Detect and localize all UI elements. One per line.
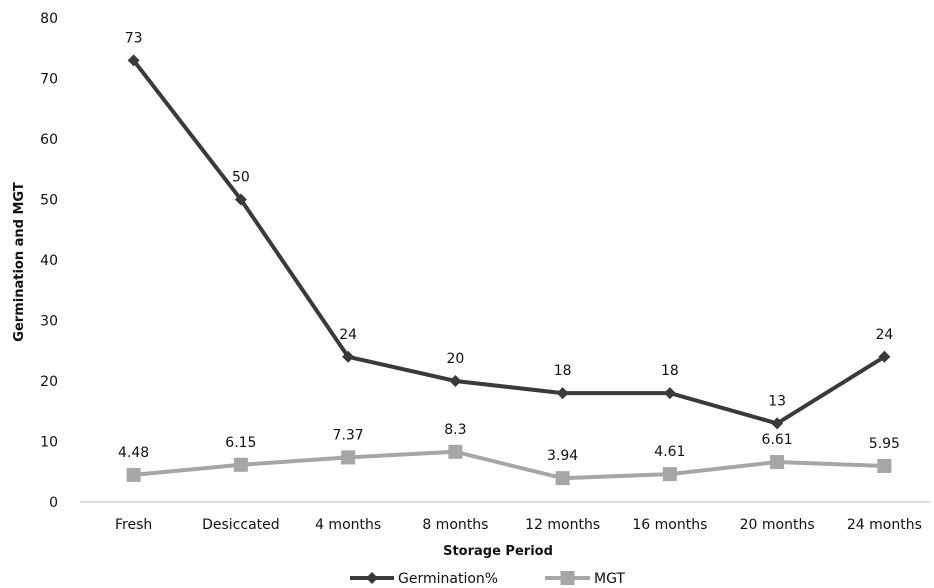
- y-tick-label: 30: [40, 314, 58, 330]
- legend-marker-1: [560, 571, 575, 585]
- y-tick-label: 40: [40, 253, 58, 269]
- data-labels: 73 50 24 20 18 18 13 24 4.48 6.15 7.37 8.3 3.94 4.61 6…: [118, 30, 900, 464]
- data-label: 5.95: [869, 436, 900, 452]
- data-label: 8.3: [444, 422, 466, 438]
- legend-label: MGT: [594, 571, 625, 587]
- data-point: [448, 444, 463, 459]
- data-label: 6.61: [762, 432, 793, 448]
- data-label: 4.48: [118, 445, 149, 461]
- y-tick-label: 10: [40, 435, 58, 451]
- y-tick-label: 20: [40, 374, 58, 390]
- data-label: 20: [446, 351, 464, 367]
- x-axis-title: Storage Period: [443, 544, 553, 559]
- data-label: 4.61: [654, 444, 685, 460]
- legend-marker-0: [366, 572, 378, 584]
- x-tick-label: 24 months: [847, 517, 922, 533]
- y-tick-label: 50: [40, 193, 58, 209]
- data-point: [342, 350, 355, 363]
- data-point: [771, 417, 784, 430]
- y-axis-title: Germination and MGT: [12, 182, 27, 342]
- data-point: [663, 387, 676, 400]
- legend: Germination% MGT: [350, 571, 625, 587]
- data-point: [341, 450, 356, 465]
- data-point: [127, 54, 140, 67]
- data-label: 50: [232, 170, 250, 186]
- y-tick-label: 70: [40, 72, 58, 88]
- data-point: [234, 193, 247, 206]
- data-label: 6.15: [225, 435, 256, 451]
- x-tick-label: Fresh: [115, 517, 152, 533]
- data-point: [555, 471, 570, 486]
- data-point: [233, 457, 248, 472]
- x-tick-label: 4 months: [315, 517, 381, 533]
- data-point: [126, 467, 141, 482]
- y-tick-label: 60: [40, 132, 58, 148]
- data-point: [770, 455, 785, 470]
- data-point: [449, 375, 462, 387]
- y-tick-label: 0: [49, 495, 58, 511]
- data-label: 24: [875, 327, 893, 343]
- data-label: 18: [661, 363, 679, 379]
- legend-label: Germination%: [398, 571, 498, 587]
- data-label: 73: [125, 30, 143, 46]
- data-point: [877, 459, 892, 474]
- x-tick-label: 20 months: [740, 517, 815, 533]
- x-tick-label: Desiccated: [202, 517, 280, 533]
- data-label: 13: [768, 393, 786, 409]
- series-line-1: [133, 449, 885, 481]
- x-tick-label: 12 months: [525, 517, 600, 533]
- series-line-0: [132, 59, 886, 426]
- data-label: 7.37: [333, 427, 364, 443]
- series-lines: [126, 54, 892, 486]
- data-point: [878, 350, 891, 363]
- data-label: 18: [554, 363, 572, 379]
- y-tick-label: 80: [40, 11, 58, 27]
- data-label: 24: [339, 327, 357, 343]
- data-label: 3.94: [547, 448, 578, 464]
- x-axis: Fresh Desiccated 4 months 8 months 12 months…: [80, 501, 930, 533]
- data-point: [556, 387, 569, 400]
- x-tick-label: 8 months: [422, 517, 488, 533]
- y-axis: 0 10 20 30 40 50 60 70 80: [40, 11, 58, 511]
- x-tick-label: 16 months: [632, 517, 707, 533]
- data-point: [662, 467, 677, 482]
